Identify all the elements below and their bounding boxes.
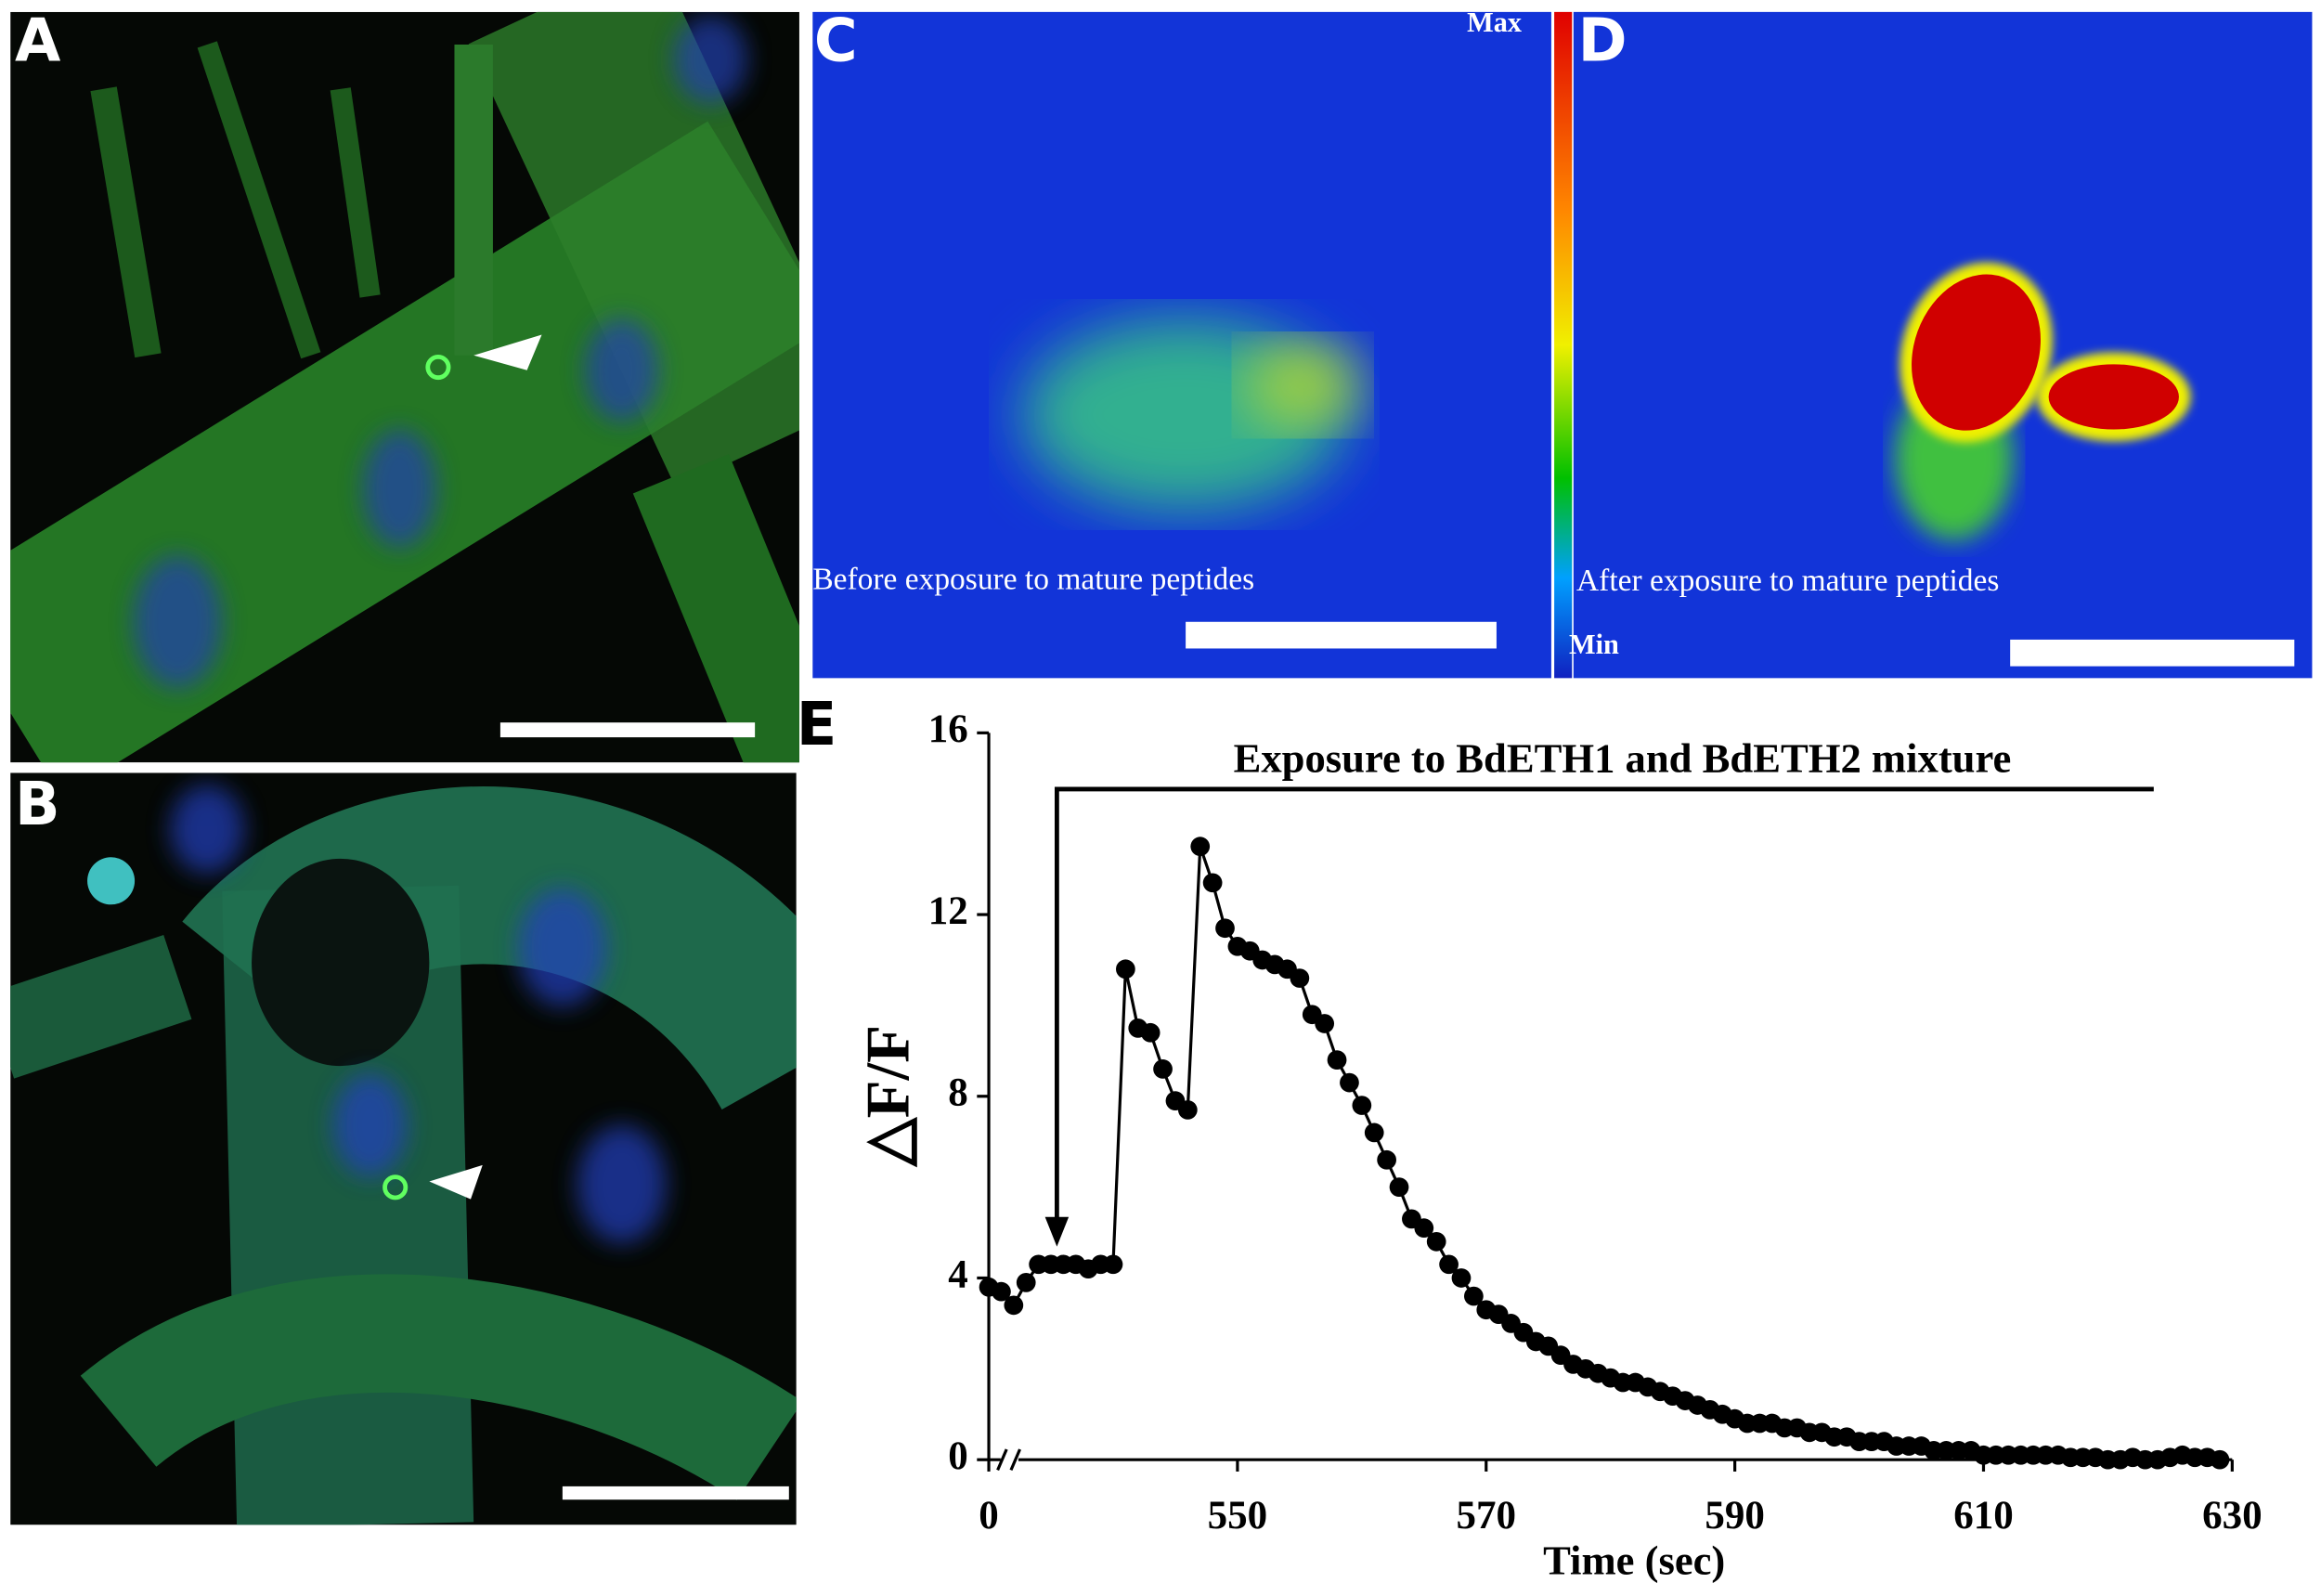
- micrograph-a: [10, 11, 799, 763]
- x-tick-label: 550: [1208, 1494, 1268, 1538]
- y-tick-label: 0: [948, 1434, 968, 1478]
- data-point: [1414, 1218, 1434, 1239]
- annotation-arrow: [1044, 1216, 1070, 1247]
- data-point: [1153, 1059, 1173, 1079]
- y-tick-label: 8: [948, 1071, 968, 1115]
- data-point: [1451, 1268, 1472, 1288]
- data-point: [1004, 1295, 1024, 1316]
- x-tick-label: 610: [1953, 1494, 2014, 1538]
- caption: After exposure to mature peptides: [1576, 564, 1999, 598]
- data-point: [1439, 1254, 1459, 1275]
- x-tick-label: 630: [2202, 1494, 2263, 1538]
- micrograph-b: [10, 772, 797, 1525]
- x-tick-label: 590: [1705, 1494, 1765, 1538]
- data-point: [1340, 1072, 1359, 1093]
- colorbar-max: Max: [1467, 6, 1522, 38]
- data-point: [1202, 873, 1223, 893]
- annotation: Exposure to BdETH1 and BdETH2 mixture: [1234, 734, 2012, 781]
- x-axis-label: Time (sec): [1543, 1538, 1725, 1584]
- data-point: [992, 1281, 1011, 1302]
- caption: Before exposure to mature peptides: [812, 562, 1254, 596]
- calcium-image-after: [1573, 11, 2313, 679]
- calcium-image-before: [812, 11, 1551, 679]
- data-point: [1116, 959, 1135, 980]
- data-point: [1352, 1096, 1372, 1115]
- data-point: [2210, 1449, 2230, 1470]
- data-point: [1389, 1177, 1409, 1197]
- y-tick-label: 4: [948, 1252, 968, 1296]
- colorbar-min: Min: [1569, 629, 1619, 660]
- panel-label: E: [797, 691, 837, 759]
- data-point: [1364, 1122, 1384, 1143]
- data-point: [1327, 1050, 1347, 1070]
- panel-label: C: [814, 7, 858, 76]
- x-tick-label: 0: [979, 1494, 999, 1538]
- data-point: [1016, 1273, 1036, 1292]
- chart: Exposure to BdETH1 and BdETH2 mixture Ti…: [853, 707, 2262, 1583]
- y-tick-label: 12: [928, 889, 968, 933]
- data-point: [1215, 918, 1235, 939]
- data-point: [1315, 1014, 1335, 1033]
- data-point: [1464, 1286, 1484, 1306]
- data-point: [1290, 968, 1310, 988]
- data-point: [1140, 1022, 1160, 1043]
- panel-label: A: [15, 7, 61, 76]
- data-point: [1177, 1100, 1198, 1120]
- x-tick-label: 570: [1456, 1494, 1516, 1538]
- data-point: [1103, 1254, 1123, 1275]
- data-point: [1190, 837, 1211, 857]
- annotation-bracket: [1055, 786, 2154, 1229]
- y-axis-label: △F/F: [853, 1025, 922, 1168]
- panel-label: B: [15, 771, 60, 839]
- data-point: [1426, 1231, 1446, 1252]
- axis-break: [996, 1448, 1021, 1471]
- data-point: [1377, 1149, 1396, 1170]
- y-tick-label: 16: [928, 707, 968, 751]
- colorbar: [1554, 11, 1573, 679]
- panel-label: D: [1578, 7, 1627, 76]
